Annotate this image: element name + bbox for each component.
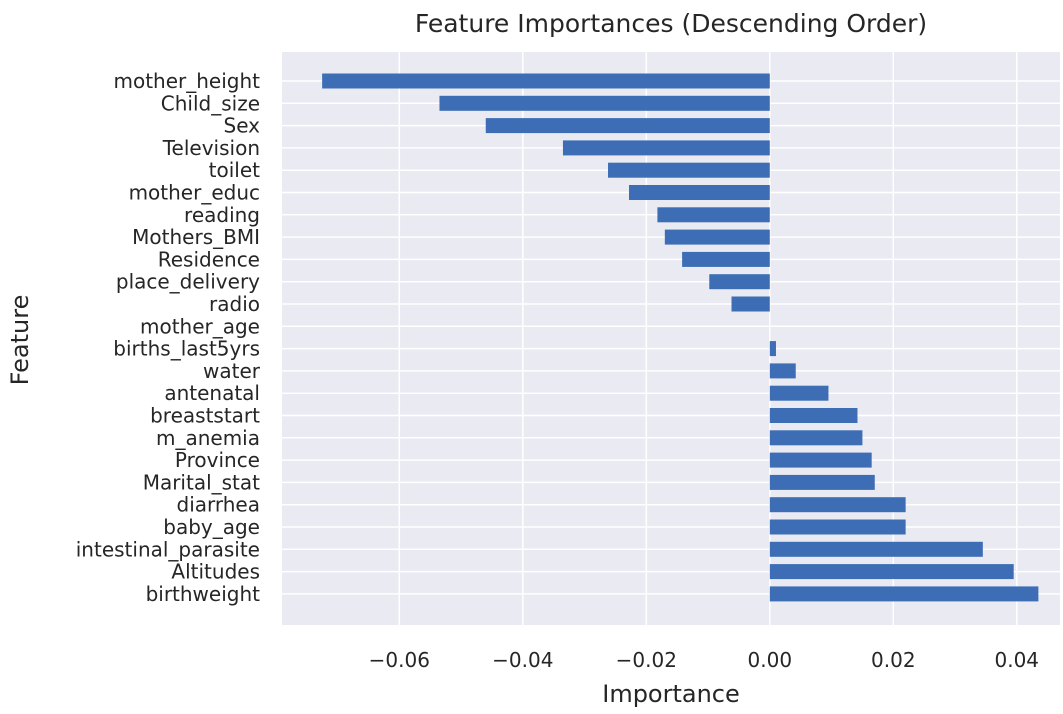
y-tick-label: Mothers_BMI <box>132 225 260 249</box>
bar-Altitudes <box>769 564 1014 580</box>
bar-Marital_stat <box>769 474 875 490</box>
y-tick-label: water <box>203 359 261 383</box>
y-tick-label: baby_age <box>163 515 260 539</box>
x-axis-label: Importance <box>602 680 740 708</box>
bar-Television <box>562 140 770 156</box>
y-tick-label: mother_educ <box>129 181 260 205</box>
y-tick-label: place_delivery <box>116 270 260 294</box>
y-tick-label: Residence <box>158 247 260 271</box>
y-tick-label: mother_height <box>113 69 260 93</box>
x-tick-label: 0.04 <box>995 648 1040 672</box>
y-axis-label: Feature <box>6 295 34 386</box>
y-tick-label: breaststart <box>150 404 260 428</box>
x-tick-label: −0.04 <box>492 648 553 672</box>
y-tick-labels: mother_heightChild_sizeSexTelevisiontoil… <box>76 69 261 606</box>
bar-m_anemia <box>769 430 863 446</box>
bar-Mothers_BMI <box>664 229 770 245</box>
y-tick-label: Television <box>162 136 260 160</box>
bar-intestinal_parasite <box>769 541 983 557</box>
x-tick-labels: −0.06 −0.04 −0.02 0.00 0.02 0.04 <box>369 648 1039 672</box>
y-tick-label: toilet <box>209 158 260 182</box>
bar-Sex <box>485 118 770 134</box>
bar-radio <box>731 296 770 312</box>
bar-birthweight <box>769 586 1039 602</box>
bar-antenatal <box>769 385 829 401</box>
y-tick-label: Province <box>175 448 260 472</box>
bar-diarrhea <box>769 497 906 513</box>
chart-title: Feature Importances (Descending Order) <box>415 9 927 38</box>
y-tick-label: Altitudes <box>171 560 260 584</box>
y-tick-label: birthweight <box>146 582 261 606</box>
bar-births_last5yrs <box>769 341 776 357</box>
x-tick-label: −0.06 <box>369 648 430 672</box>
y-tick-label: diarrhea <box>177 493 261 517</box>
y-tick-label: m_anemia <box>156 426 260 450</box>
bar-Province <box>769 452 872 468</box>
bar-Residence <box>682 251 770 267</box>
y-tick-label: Child_size <box>161 91 260 115</box>
y-tick-label: mother_age <box>140 314 260 338</box>
bar-reading <box>657 207 770 223</box>
y-tick-label: Marital_stat <box>143 470 260 494</box>
y-tick-label: intestinal_parasite <box>76 537 260 561</box>
bar-baby_age <box>769 519 906 535</box>
bar-mother_height <box>322 73 770 89</box>
y-tick-label: Sex <box>224 114 261 138</box>
bar-mother_educ <box>629 185 770 200</box>
x-tick-label: 0.02 <box>871 648 916 672</box>
x-tick-label: −0.02 <box>616 648 677 672</box>
bar-place_delivery <box>709 274 770 290</box>
x-tick-label: 0.00 <box>748 648 793 672</box>
bar-toilet <box>608 162 770 178</box>
bars <box>322 73 1039 602</box>
bar-Child_size <box>439 95 770 111</box>
y-tick-label: antenatal <box>164 381 260 405</box>
bar-water <box>769 363 796 379</box>
bar-breaststart <box>769 408 858 423</box>
y-tick-label: births_last5yrs <box>113 337 260 361</box>
y-tick-label: radio <box>209 292 260 316</box>
y-tick-label: reading <box>184 203 260 227</box>
